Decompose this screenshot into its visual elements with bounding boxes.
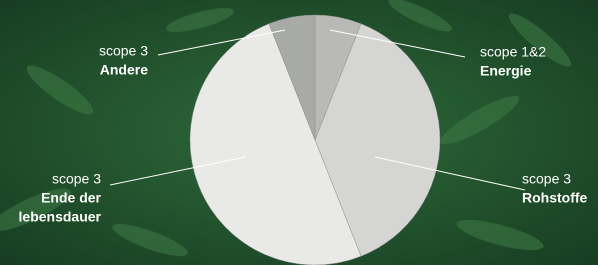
slice-label: scope 1&2 [480, 44, 546, 60]
page: scope 1&2 Energie scope 3 Rohstoffe scope 3 E… [0, 0, 598, 265]
slice-label: Energie [480, 63, 532, 79]
slice-label: scope 3 [52, 171, 101, 187]
slice-label: Rohstoffe [522, 190, 588, 206]
slice-label: scope 3 [522, 171, 571, 187]
slice-label: Andere [100, 62, 148, 78]
chart: scope 1&2 Energie scope 3 Rohstoffe scope 3 E… [0, 0, 598, 265]
slice-label: Ende der [41, 190, 101, 206]
slice-label: scope 3 [99, 43, 148, 59]
slice-label: lebensdauer [19, 209, 102, 225]
